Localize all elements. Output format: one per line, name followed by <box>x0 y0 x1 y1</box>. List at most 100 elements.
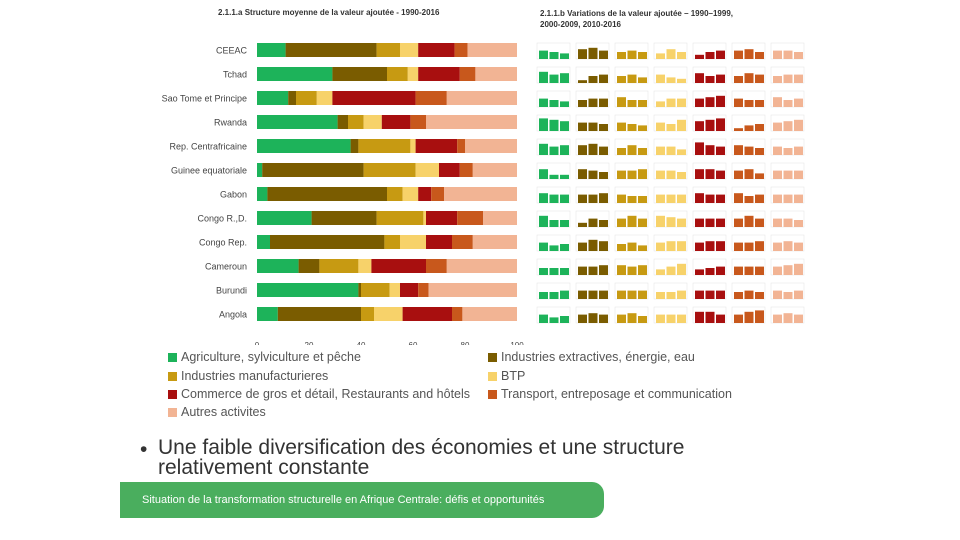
bar-segment <box>332 91 416 105</box>
variation-bar <box>666 194 676 203</box>
legend-swatch <box>168 371 177 381</box>
variation-bar <box>705 311 715 323</box>
variation-bar <box>734 266 743 275</box>
variation-bar <box>578 49 587 59</box>
x-tick-label: 100 <box>510 341 524 345</box>
variation-bar <box>705 145 715 155</box>
bullet-dot: • <box>140 438 148 461</box>
variation-bar <box>677 314 686 323</box>
bar-segment <box>418 187 432 201</box>
variation-bar <box>560 101 569 107</box>
variation-bar <box>716 266 725 275</box>
bar-segment <box>467 43 517 57</box>
bar-segment <box>387 187 403 201</box>
variation-bar <box>539 193 548 203</box>
variation-bar <box>656 242 665 251</box>
legend-label: Industries extractives, énergie, eau <box>501 350 695 364</box>
variation-bar <box>617 97 626 107</box>
variation-bar <box>734 170 743 179</box>
variation-bar <box>783 50 793 59</box>
x-tick-label: 40 <box>357 341 366 345</box>
bar-segment <box>452 307 463 321</box>
variation-bar <box>599 265 608 275</box>
variation-bar <box>755 241 764 251</box>
variation-bar <box>549 220 559 227</box>
variation-bar <box>734 193 743 203</box>
bar-segment <box>376 43 400 57</box>
legend-swatch <box>488 352 497 362</box>
category-label: Cameroun <box>205 262 247 272</box>
variation-bar <box>560 73 569 83</box>
variation-bar <box>666 241 676 251</box>
variation-bar <box>695 290 704 299</box>
variation-bar <box>734 314 743 323</box>
variation-bar <box>734 98 743 107</box>
variation-bar <box>617 76 626 83</box>
footer-text: Situation de la transformation structure… <box>142 494 545 506</box>
variation-bar <box>588 76 598 83</box>
variation-bar <box>599 50 608 59</box>
variation-bar <box>578 169 587 179</box>
variation-bar <box>677 241 686 251</box>
variation-bar <box>666 266 676 275</box>
bar-segment <box>296 91 317 105</box>
variation-bar <box>588 266 598 275</box>
bar-segment <box>457 139 465 153</box>
variation-bar <box>617 194 626 203</box>
variation-bar <box>695 73 704 83</box>
variation-bar <box>578 145 587 155</box>
variation-bar <box>539 143 548 155</box>
bar-segment <box>452 235 473 249</box>
variation-bar <box>578 100 587 107</box>
bar-segment <box>418 67 460 81</box>
variation-bar <box>677 78 686 83</box>
bar-segment <box>400 43 419 57</box>
variation-bar <box>617 244 626 251</box>
variation-bar <box>627 313 637 323</box>
bar-segment <box>415 139 458 153</box>
bar-segment <box>462 307 517 321</box>
bar-segment <box>426 259 447 273</box>
bar-segment <box>257 187 268 201</box>
legend-item: Commerce de gros et détail, Restaurants … <box>168 387 470 401</box>
variation-bar <box>588 98 598 107</box>
bar-segment <box>371 259 426 273</box>
variation-bar <box>617 52 626 59</box>
variation-bar <box>677 218 686 227</box>
bar-segment <box>402 307 452 321</box>
variation-bar <box>794 194 803 203</box>
variation-bar <box>539 169 548 179</box>
variation-bar <box>755 173 764 179</box>
variation-bar <box>773 122 782 131</box>
bar-segment <box>358 139 411 153</box>
variation-bar <box>638 100 647 107</box>
variation-bar <box>666 98 676 107</box>
variation-bar <box>773 314 782 323</box>
bar-segment <box>426 115 517 129</box>
variation-bar <box>705 268 715 275</box>
bullet-line-2: relativement constante <box>158 456 370 479</box>
variation-bar <box>578 80 587 83</box>
variation-bar <box>744 146 754 155</box>
bar-segment <box>376 211 424 225</box>
variation-bar <box>677 290 686 299</box>
bar-segment <box>402 187 419 201</box>
variation-bar <box>705 169 715 179</box>
variation-bar <box>549 194 559 203</box>
variation-bar <box>588 122 598 131</box>
bar-segment <box>358 259 372 273</box>
variation-bar <box>734 76 743 83</box>
variation-bar <box>599 98 608 107</box>
variation-bar <box>794 290 803 299</box>
variation-bar <box>627 74 637 83</box>
bar-segment <box>337 115 348 129</box>
variation-bar <box>755 124 764 131</box>
variation-bar <box>666 124 676 131</box>
variation-bar <box>549 268 559 275</box>
bar-segment <box>459 163 473 177</box>
variation-bar <box>578 266 587 275</box>
variation-bar <box>716 241 725 251</box>
bar-segment <box>418 43 455 57</box>
variation-bar <box>549 100 559 107</box>
bar-segment <box>257 235 270 249</box>
